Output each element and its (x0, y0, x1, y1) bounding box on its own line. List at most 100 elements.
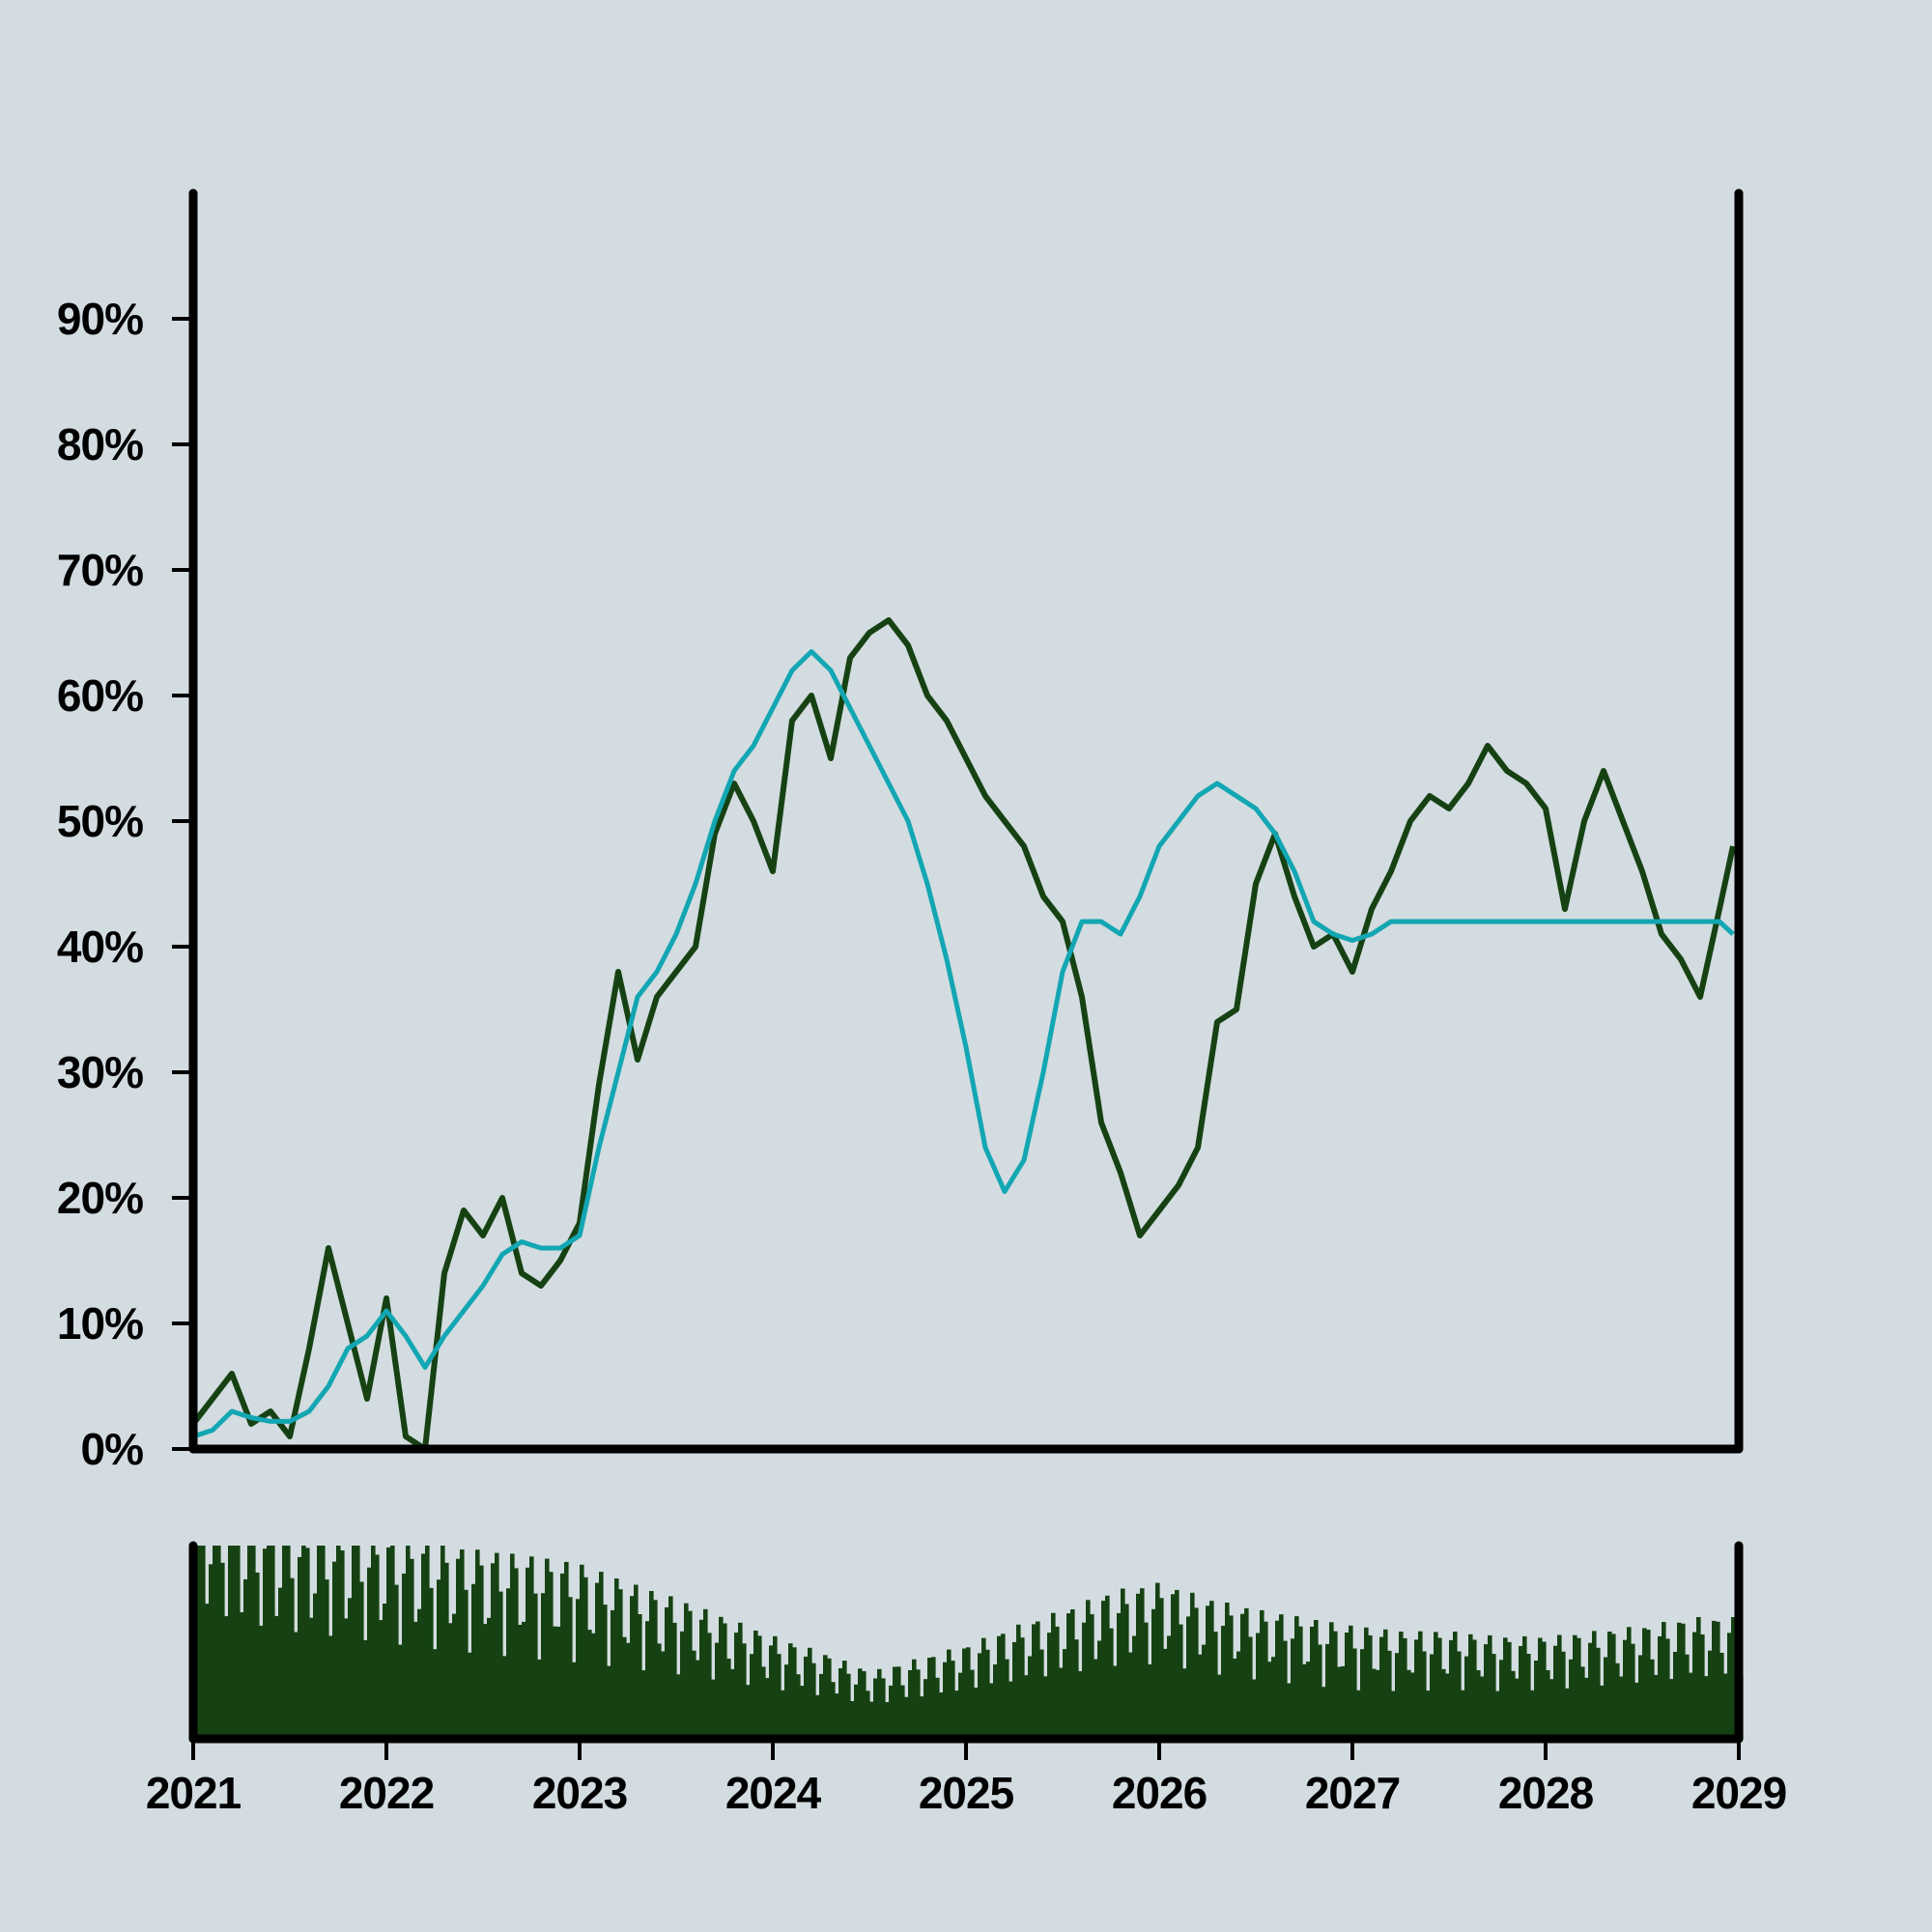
volume-bar (1403, 1637, 1407, 1739)
volume-bar (877, 1668, 882, 1739)
volume-bar (649, 1591, 654, 1739)
volume-bar (1020, 1637, 1025, 1739)
volume-bar (1383, 1629, 1388, 1739)
volume-bar (1016, 1624, 1021, 1739)
x-tick-label: 2025 (919, 1768, 1014, 1818)
volume-bar (827, 1658, 832, 1739)
volume-bar (661, 1651, 666, 1739)
volume-bar (1519, 1646, 1523, 1739)
volume-bar (1094, 1659, 1098, 1739)
volume-bar (394, 1584, 399, 1739)
volume-bar (781, 1690, 785, 1739)
volume-bar (317, 1546, 322, 1739)
volume-bar (290, 1577, 295, 1739)
volume-bar (838, 1668, 843, 1739)
volume-bar (251, 1546, 256, 1739)
volume-bar (352, 1546, 356, 1739)
volume-bar (313, 1593, 318, 1739)
volume-bar (1105, 1595, 1110, 1739)
volume-bar (545, 1558, 550, 1739)
volume-bar (645, 1621, 650, 1739)
y-tick-label: 70% (57, 545, 143, 595)
price-panel (190, 617, 1736, 1452)
volume-bar (1283, 1640, 1288, 1739)
volume-bar (1291, 1638, 1295, 1739)
volume-bar (1515, 1678, 1520, 1739)
volume-bar (1592, 1631, 1597, 1739)
volume-bar (831, 1682, 836, 1739)
volume-bar (1480, 1676, 1485, 1739)
volume-bar (336, 1546, 341, 1739)
volume-bar (1240, 1613, 1245, 1739)
volume-bar (730, 1668, 735, 1739)
volume-bar (1534, 1661, 1539, 1739)
volume-bar (572, 1662, 577, 1739)
volume-bar (1673, 1652, 1678, 1739)
volume-bar (1434, 1632, 1438, 1739)
volume-bar (1082, 1622, 1087, 1739)
volume-bar (1221, 1626, 1226, 1739)
volume-bar (1298, 1626, 1303, 1739)
volume-bar (564, 1561, 569, 1739)
x-tick-label: 2028 (1498, 1768, 1594, 1818)
volume-bar (1646, 1630, 1651, 1739)
volume-bar (553, 1626, 557, 1739)
volume-bar (278, 1587, 283, 1739)
y-tick-label: 60% (57, 670, 143, 721)
volume-bar (1584, 1677, 1589, 1739)
volume-bar (1364, 1627, 1369, 1739)
volume-bar (1047, 1633, 1052, 1739)
volume-bar (614, 1578, 619, 1739)
volume-bar (858, 1668, 863, 1739)
volume-bar (885, 1702, 890, 1739)
volume-bar (1569, 1659, 1574, 1739)
volume-bar (1121, 1588, 1125, 1739)
volume-bar (765, 1678, 770, 1739)
volume-bar (1561, 1651, 1566, 1739)
volume-bar (1368, 1634, 1373, 1739)
volume-bar (1418, 1631, 1423, 1739)
y-tick-label: 50% (57, 796, 143, 846)
volume-bar (1341, 1665, 1346, 1739)
volume-bar (1665, 1638, 1670, 1739)
volume-bar (1028, 1656, 1033, 1739)
volume-bar (1248, 1636, 1253, 1739)
volume-bar (657, 1643, 662, 1739)
volume-bar (896, 1666, 901, 1739)
volume-bar (1090, 1614, 1094, 1739)
volume-bar (286, 1546, 291, 1739)
volume-bar (526, 1567, 530, 1739)
volume-bar (1151, 1608, 1156, 1739)
volume-bar (1689, 1672, 1693, 1739)
volume-bar (1337, 1666, 1342, 1739)
volume-bar (723, 1623, 727, 1739)
volume-bar (1155, 1582, 1160, 1739)
volume-bar (653, 1600, 658, 1739)
volume-bar (583, 1577, 588, 1739)
volume-bar (243, 1578, 248, 1739)
volume-bar (1457, 1651, 1462, 1739)
volume-bar (1005, 1659, 1009, 1739)
volume-bar (425, 1546, 430, 1739)
volume-bar (1159, 1598, 1164, 1739)
volume-bar (522, 1621, 526, 1739)
volume-bar (483, 1624, 488, 1739)
volume-bar (607, 1665, 611, 1739)
volume-bar (1171, 1594, 1176, 1739)
volume-bar (464, 1589, 469, 1739)
volume-bar (1387, 1650, 1392, 1739)
volume-bar (1236, 1651, 1241, 1739)
volume-bar (962, 1648, 967, 1739)
volume-bar (533, 1593, 538, 1739)
volume-bar (668, 1596, 673, 1739)
volume-bar (1696, 1617, 1701, 1739)
volume-bar (835, 1693, 839, 1739)
volume-bar (1349, 1625, 1353, 1739)
volume-bar (1128, 1652, 1133, 1739)
volume-bar (1492, 1654, 1496, 1739)
volume-bar (842, 1661, 847, 1739)
volume-bar (920, 1696, 924, 1739)
volume-bar (541, 1593, 546, 1739)
x-tick-label: 2027 (1305, 1768, 1400, 1818)
volume-bar (719, 1616, 724, 1739)
